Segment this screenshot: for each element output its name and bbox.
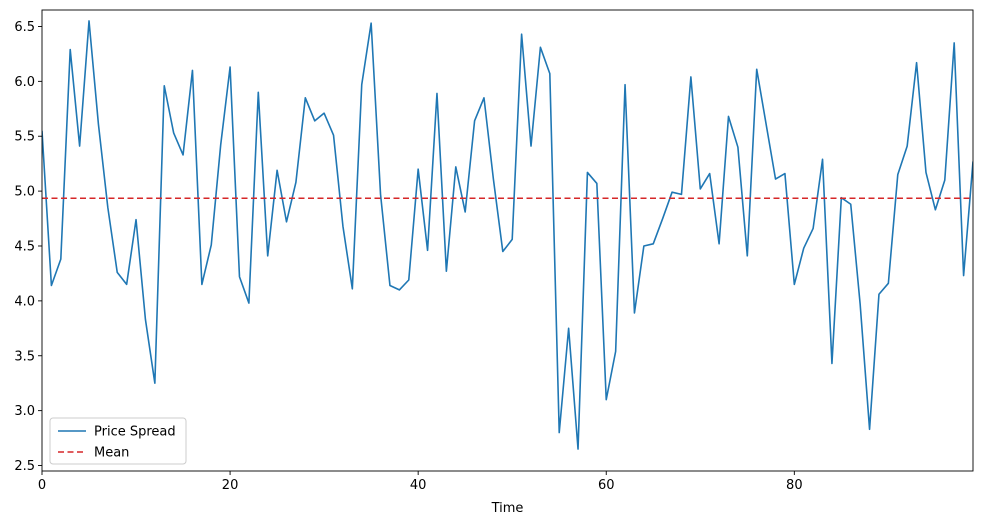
y-tick-label: 6.5 xyxy=(14,20,35,35)
x-tick-label: 60 xyxy=(598,478,615,493)
axes-frame xyxy=(41,9,974,472)
legend: Price Spread Mean xyxy=(49,417,187,465)
y-tick-label: 6.0 xyxy=(14,75,35,90)
legend-box xyxy=(49,417,187,465)
axes: 0 20 40 60 80 2.5 3.0 3.5 4.0 4.5 5.0 5.5 6.0 6.5 xyxy=(14,9,974,493)
x-tick-label: 0 xyxy=(38,478,46,493)
x-tick-label: 20 xyxy=(222,478,239,493)
y-tick-label: 5.5 xyxy=(14,130,35,145)
y-tick-label: 2.5 xyxy=(14,459,35,474)
y-tick-label: 4.0 xyxy=(14,294,35,309)
y-tick-label: 5.0 xyxy=(14,185,35,200)
y-tick-label: 3.5 xyxy=(14,349,35,364)
x-tick-label: 80 xyxy=(786,478,803,493)
x-tick-label: 40 xyxy=(410,478,427,493)
plot-area xyxy=(42,20,973,450)
x-axis-label: Time xyxy=(491,501,524,516)
legend-label: Mean xyxy=(94,446,129,461)
legend-entry-mean: Mean xyxy=(58,446,129,461)
series-line-price-spread xyxy=(42,20,973,450)
y-tick-label: 4.5 xyxy=(14,239,35,254)
legend-entry-price-spread: Price Spread xyxy=(58,425,176,440)
legend-label: Price Spread xyxy=(94,425,176,440)
y-tick-label: 3.0 xyxy=(14,404,35,419)
